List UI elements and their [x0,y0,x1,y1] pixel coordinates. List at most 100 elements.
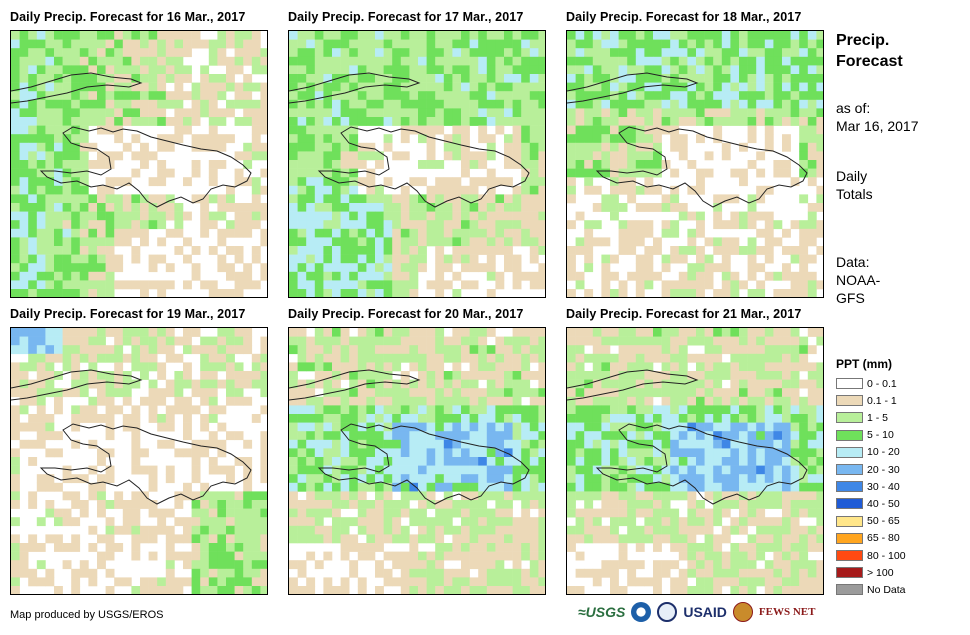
precip-cell [306,414,316,423]
precip-cell [11,543,20,552]
precip-cell [687,508,697,518]
precip-cell [610,328,619,337]
precip-cell [538,82,545,92]
precip-cell [782,82,791,92]
precip-cell [538,379,545,389]
precip-cell [105,500,115,509]
precip-cell [592,371,602,380]
precip-cell [19,168,29,178]
precip-cell [297,508,307,518]
precip-cell [323,177,333,187]
precip-cell [243,371,253,380]
precip-cell [764,91,774,101]
precip-cell [807,177,817,187]
precip-cell [504,525,513,535]
precip-cell [601,353,611,363]
precip-cell [332,336,341,346]
precip-cell [45,328,55,337]
precip-cell [332,228,341,238]
precip-cell [567,151,576,161]
precip-cell [713,414,723,423]
precip-cell [297,31,307,40]
precip-cell [538,517,545,527]
precip-cell [251,577,261,587]
precip-cell [383,414,393,423]
precip-cell [575,48,585,58]
precip-cell [208,56,218,66]
precip-cell [575,534,585,544]
precip-cell [11,211,20,221]
precip-cell [306,39,316,49]
precip-cell [418,508,427,518]
precip-cell [366,185,376,195]
precip-cell [260,577,267,587]
precip-cell [567,108,576,118]
precip-cell [19,379,29,389]
precip-cell [495,371,505,380]
precip-cell [243,280,253,290]
precip-cell [71,56,81,66]
precip-cell [687,396,697,406]
precip-cell [418,517,427,527]
precip-cell [357,336,367,346]
precip-cell [799,91,809,101]
precip-cell [461,405,470,415]
precip-cell [148,65,158,75]
precip-cell [400,431,410,441]
cuba-outline [289,72,421,104]
precip-cell [469,177,479,187]
precip-cell [54,160,63,169]
precip-cell [575,56,585,66]
precip-cell [644,396,654,406]
precip-cell [756,457,766,466]
hispaniola-outline [317,423,530,505]
precip-cell [148,379,158,389]
precip-cell [756,431,766,441]
precip-cell [375,525,384,535]
precip-cell [713,263,723,273]
precip-cell [713,65,723,75]
precip-cell [357,586,367,594]
precip-cell [790,543,800,552]
precip-cell [756,185,766,195]
precip-cell [297,465,307,475]
precip-cell [504,220,513,230]
precip-cell [54,482,63,492]
precip-cell [764,228,774,238]
precip-cell [747,237,757,247]
precip-cell [687,379,697,389]
precip-cell [28,48,38,58]
precip-cell [349,414,359,423]
precip-cell [495,177,505,187]
precip-cell [807,99,817,109]
precip-cell [28,388,38,398]
precip-cell [260,108,267,118]
precip-cell [610,185,619,195]
precip-cell [747,65,757,75]
legend-swatch [836,532,863,544]
precip-cell [495,508,505,518]
precip-cell [782,422,791,432]
precip-cell [635,108,645,118]
precip-cell [226,82,235,92]
precip-cell [529,142,539,152]
precip-cell [54,142,63,152]
precip-cell [782,551,791,561]
precip-cell [418,194,427,204]
precip-cell [392,246,402,255]
precip-cell [148,500,158,509]
precip-cell [357,160,367,169]
precip-cell [289,371,298,380]
precip-cell [644,254,654,264]
precip-cell [756,345,766,355]
precip-cell [635,48,645,58]
precip-cell [644,220,654,230]
precip-cell [644,31,654,40]
precip-cell [174,211,184,221]
precip-cell [635,525,645,535]
precip-cell [756,289,766,297]
precip-cell [721,82,731,92]
precip-cell [234,491,244,501]
precip-cell [349,405,359,415]
precip-cell [592,431,602,441]
